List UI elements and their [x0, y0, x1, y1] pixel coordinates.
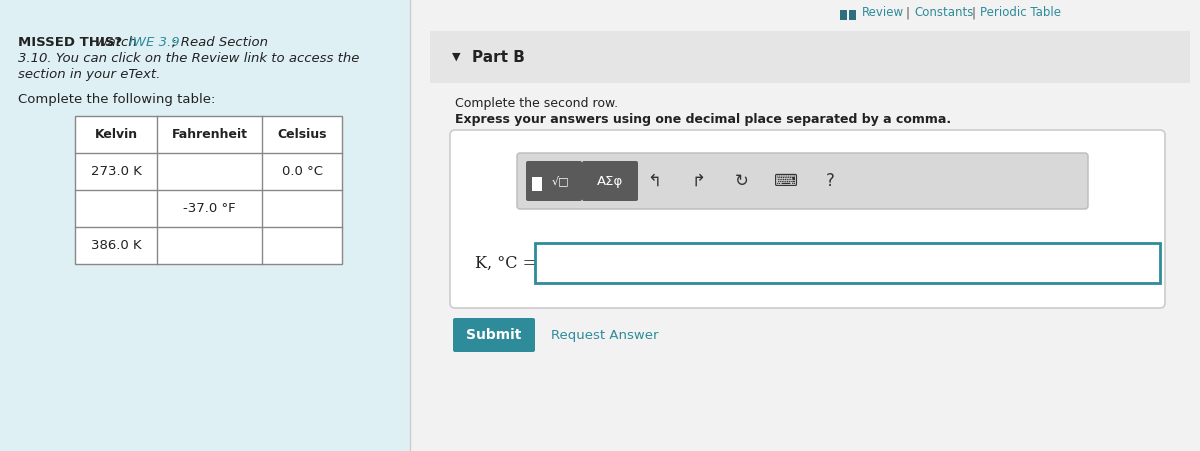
- Text: MISSED THIS?: MISSED THIS?: [18, 36, 122, 49]
- Text: -37.0 °F: -37.0 °F: [184, 202, 236, 215]
- Text: Part B: Part B: [472, 50, 524, 64]
- Text: IWE 3.9: IWE 3.9: [130, 36, 180, 49]
- FancyBboxPatch shape: [410, 0, 1200, 451]
- Text: Review: Review: [862, 6, 904, 19]
- Text: √□: √□: [552, 175, 569, 186]
- FancyBboxPatch shape: [526, 161, 582, 201]
- Text: |: |: [906, 6, 913, 19]
- Text: Express your answers using one decimal place separated by a comma.: Express your answers using one decimal p…: [455, 113, 952, 126]
- FancyBboxPatch shape: [535, 243, 1160, 283]
- Bar: [532, 177, 542, 191]
- Bar: [840, 10, 847, 20]
- Text: Watch: Watch: [91, 36, 140, 49]
- Text: ⌨: ⌨: [774, 172, 798, 190]
- Text: Constants: Constants: [914, 6, 973, 19]
- Text: Periodic Table: Periodic Table: [980, 6, 1061, 19]
- Text: 0.0 °C: 0.0 °C: [282, 165, 323, 178]
- Text: ↻: ↻: [736, 172, 749, 190]
- Text: ?: ?: [826, 172, 834, 190]
- Text: Request Answer: Request Answer: [551, 328, 659, 341]
- Bar: [850, 10, 856, 20]
- Text: 3.10. You can click on the Review link to access the: 3.10. You can click on the Review link t…: [18, 52, 359, 65]
- FancyBboxPatch shape: [0, 0, 410, 451]
- Text: Complete the following table:: Complete the following table:: [18, 93, 215, 106]
- Text: section in your eText.: section in your eText.: [18, 68, 161, 81]
- Text: |: |: [972, 6, 979, 19]
- Text: ↱: ↱: [691, 172, 704, 190]
- Text: 273.0 K: 273.0 K: [90, 165, 142, 178]
- Text: ↰: ↰: [647, 172, 661, 190]
- Text: ΑΣφ: ΑΣφ: [596, 175, 623, 188]
- FancyBboxPatch shape: [74, 116, 342, 264]
- FancyBboxPatch shape: [450, 130, 1165, 308]
- FancyBboxPatch shape: [454, 318, 535, 352]
- Text: 386.0 K: 386.0 K: [91, 239, 142, 252]
- Text: Submit: Submit: [467, 328, 522, 342]
- FancyBboxPatch shape: [430, 31, 1190, 83]
- FancyBboxPatch shape: [582, 161, 638, 201]
- Text: Kelvin: Kelvin: [95, 128, 138, 141]
- Text: ▼: ▼: [452, 52, 461, 62]
- FancyBboxPatch shape: [517, 153, 1088, 209]
- Text: K, °C =: K, °C =: [475, 254, 536, 272]
- Text: Complete the second row.: Complete the second row.: [455, 97, 618, 110]
- Text: ; Read Section: ; Read Section: [172, 36, 268, 49]
- Text: Celsius: Celsius: [277, 128, 326, 141]
- Text: Fahrenheit: Fahrenheit: [172, 128, 247, 141]
